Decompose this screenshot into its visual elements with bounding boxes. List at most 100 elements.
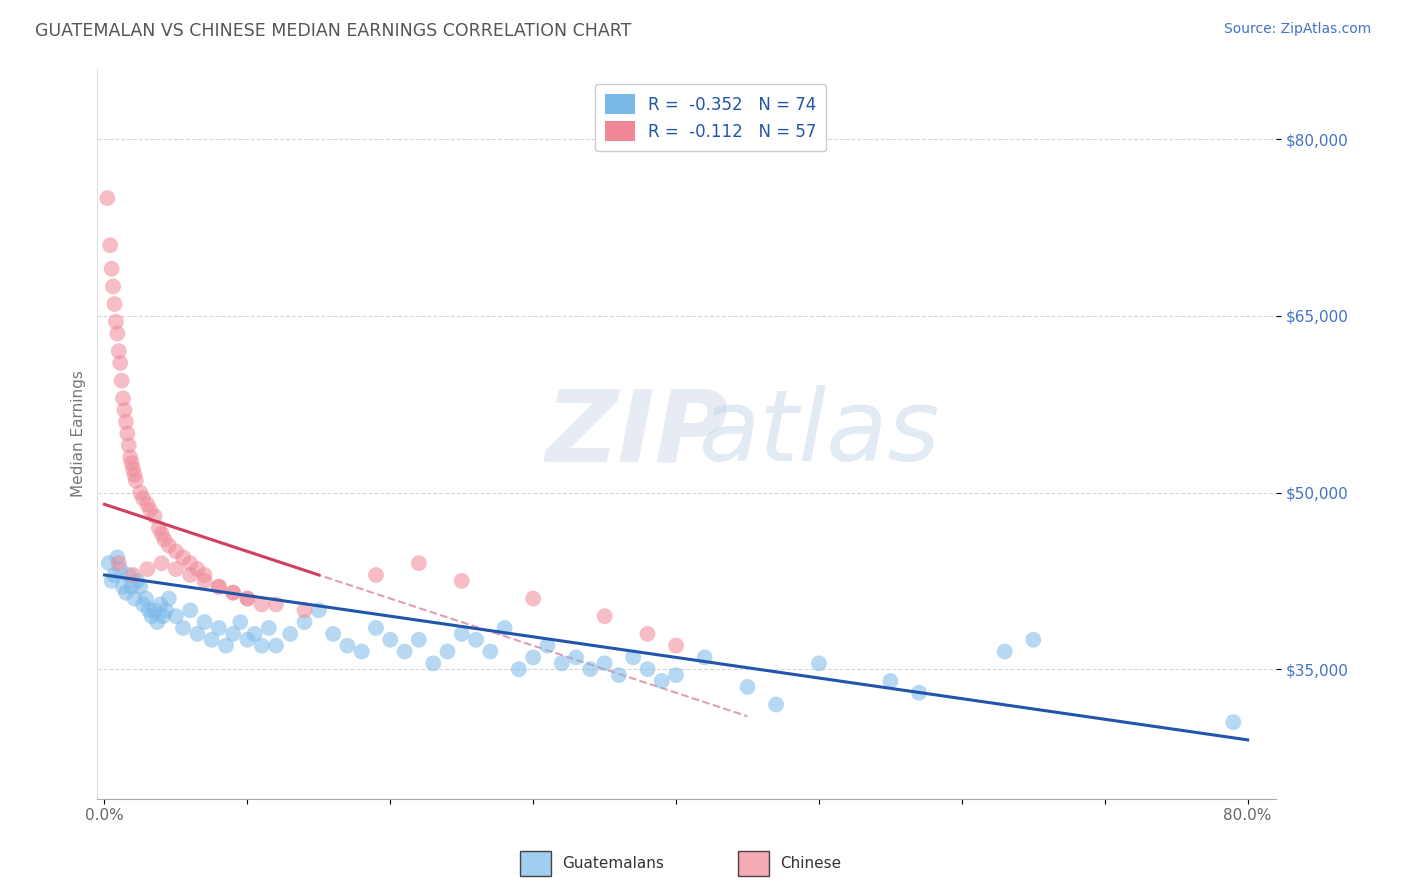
Point [380, 632, 402, 647]
Point [201, 632, 224, 647]
Point [422, 657, 444, 671]
Point [97, 556, 120, 570]
Point [1022, 632, 1045, 647]
Point [110, 356, 132, 370]
Point [104, 315, 127, 329]
Point [96, 191, 118, 205]
Point [155, 603, 177, 617]
Point [143, 509, 166, 524]
Point [264, 639, 287, 653]
Point [165, 544, 187, 558]
Point [112, 580, 135, 594]
Text: atlas: atlas [699, 385, 941, 483]
Point [465, 632, 488, 647]
Point [129, 485, 152, 500]
Point [551, 657, 574, 671]
Point [148, 521, 170, 535]
Text: Guatemalans: Guatemalans [562, 856, 664, 871]
Point [336, 639, 359, 653]
Point [135, 591, 157, 606]
Point [98, 238, 121, 252]
Point [394, 644, 416, 658]
Point [186, 627, 208, 641]
Y-axis label: Median Earnings: Median Earnings [72, 370, 86, 497]
Point [565, 650, 588, 665]
Point [103, 568, 125, 582]
Point [294, 615, 316, 629]
Point [121, 580, 143, 594]
Point [364, 621, 387, 635]
Point [737, 680, 759, 694]
Point [100, 261, 122, 276]
Point [1222, 715, 1244, 730]
Point [222, 585, 245, 599]
Point [150, 526, 173, 541]
Text: Chinese: Chinese [780, 856, 841, 871]
Point [450, 627, 472, 641]
Point [179, 603, 201, 617]
Point [222, 627, 245, 641]
Point [117, 426, 139, 441]
Point [141, 609, 163, 624]
Text: Source: ZipAtlas.com: Source: ZipAtlas.com [1223, 22, 1371, 37]
Point [107, 556, 129, 570]
Point [100, 574, 122, 588]
Point [111, 374, 134, 388]
Point [124, 591, 146, 606]
Point [879, 673, 901, 688]
Point [121, 456, 143, 470]
Point [593, 657, 616, 671]
Point [105, 326, 128, 341]
Point [129, 580, 152, 594]
Point [107, 344, 129, 359]
Point [157, 539, 180, 553]
Point [193, 568, 215, 582]
Point [115, 585, 138, 599]
Point [165, 609, 187, 624]
Point [120, 450, 142, 465]
Point [179, 556, 201, 570]
Point [215, 639, 238, 653]
Point [637, 627, 659, 641]
Point [136, 497, 159, 511]
Point [522, 650, 544, 665]
Point [236, 591, 259, 606]
Point [579, 662, 602, 676]
Point [132, 491, 155, 506]
Point [208, 580, 231, 594]
Point [136, 562, 159, 576]
Point [236, 591, 259, 606]
Point [665, 668, 688, 682]
Point [143, 603, 166, 617]
Point [651, 673, 673, 688]
Point [179, 568, 201, 582]
Text: ZIP: ZIP [546, 385, 728, 483]
Point [172, 550, 194, 565]
Point [127, 574, 149, 588]
Point [994, 644, 1017, 658]
Point [103, 297, 125, 311]
Point [165, 562, 187, 576]
Point [693, 650, 716, 665]
Point [105, 550, 128, 565]
Point [132, 598, 155, 612]
Point [146, 615, 169, 629]
Point [138, 603, 160, 617]
Point [118, 438, 141, 452]
Point [264, 598, 287, 612]
Point [114, 403, 136, 417]
Point [118, 568, 141, 582]
Point [149, 598, 172, 612]
Point [593, 609, 616, 624]
Point [153, 533, 176, 547]
Point [408, 632, 430, 647]
Point [908, 686, 931, 700]
Point [222, 585, 245, 599]
Point [294, 603, 316, 617]
Point [125, 474, 148, 488]
Point [110, 562, 132, 576]
Point [765, 698, 787, 712]
Point [124, 467, 146, 482]
Point [115, 415, 138, 429]
Legend: R =  -0.352   N = 74, R =  -0.112   N = 57: R = -0.352 N = 74, R = -0.112 N = 57 [595, 84, 827, 152]
